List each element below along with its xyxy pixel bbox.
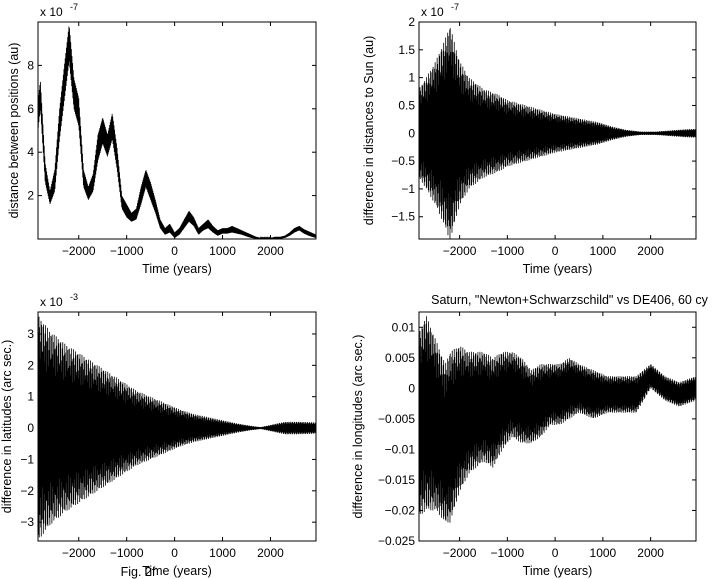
y-axis-label: difference in longitudes (arc sec.) xyxy=(351,335,365,519)
y-exponent-label: x 10 xyxy=(40,5,63,19)
panel-difference-distances-to-sun: −2000 −1000 0 1000 2000 −1.5 −1 −0.5 0 0.5 1 1.5 2 Ti… xyxy=(362,2,697,276)
y-tick-label: −2 xyxy=(20,484,34,498)
y-exponent-label: x 10 xyxy=(421,5,444,19)
y-tick-label: −0.5 xyxy=(391,154,415,168)
x-tick-label: 0 xyxy=(552,244,559,258)
y-axis-label: difference in distances to Sun (au) xyxy=(362,36,376,225)
y-tick-label: 6 xyxy=(27,102,34,116)
y-tick-label: 2 xyxy=(27,358,34,372)
y-tick-label: 0 xyxy=(408,126,415,140)
x-tick-label: 2000 xyxy=(637,546,664,560)
series-line-0 xyxy=(38,26,316,239)
x-tick-label: −2000 xyxy=(62,546,96,560)
y-tick-label: 8 xyxy=(27,58,34,72)
plot-frame xyxy=(37,21,317,240)
y-tick-label: 0 xyxy=(408,381,415,395)
x-tick-label: −1000 xyxy=(110,546,144,560)
x-axis-label: Time (years) xyxy=(142,262,212,276)
y-tick-label: 0.005 xyxy=(385,351,415,365)
x-axis-label: Time (years) xyxy=(523,564,593,578)
x-tick-label: 0 xyxy=(171,244,178,258)
x-axis-label: Time (years) xyxy=(142,564,212,578)
y-tick-label: 2 xyxy=(408,15,415,29)
y-tick-label: −1 xyxy=(401,182,415,196)
plot-frame xyxy=(37,311,317,542)
y-exponent-power: -3 xyxy=(70,292,78,302)
y-tick-label: 0.01 xyxy=(392,320,416,334)
y-tick-label: 3 xyxy=(27,327,34,341)
panel-difference-longitudes: −2000 −1000 0 1000 2000 −0.025 −0.02 −0.015 −0.0… xyxy=(351,293,709,578)
y-tick-label: −0.015 xyxy=(378,473,415,487)
y-tick-label: −1 xyxy=(20,452,34,466)
x-tick-label: −2000 xyxy=(443,244,477,258)
figure-caption: Fig. 2f xyxy=(121,565,156,579)
panel-difference-latitudes: −2000 −1000 0 1000 2000 −3 −2 −1 0 1 2 3 Time (years… xyxy=(0,292,317,578)
y-tick-label: 2 xyxy=(27,189,34,203)
plot-frame xyxy=(418,21,697,240)
x-tick-label: 2000 xyxy=(257,244,284,258)
x-tick-label: 0 xyxy=(171,546,178,560)
x-tick-label: −2000 xyxy=(443,546,477,560)
chart-title: Saturn, "Newton+Schwarzschild" vs DE406,… xyxy=(431,293,708,307)
plot-frame xyxy=(418,311,697,542)
x-tick-label: −1000 xyxy=(491,546,525,560)
x-tick-label: 2000 xyxy=(637,244,664,258)
y-tick-label: −0.02 xyxy=(385,503,416,517)
y-axis-label: distance between positions (au) xyxy=(7,43,21,219)
panel-distance-between-positions: −2000 −1000 0 1000 2000 2 4 6 8 Time (years) dista… xyxy=(7,2,317,276)
y-tick-label: −1.5 xyxy=(391,210,415,224)
x-tick-label: 2000 xyxy=(257,546,284,560)
x-axis-label: Time (years) xyxy=(523,262,593,276)
y-tick-label: −0.01 xyxy=(385,442,416,456)
x-tick-label: −2000 xyxy=(62,244,96,258)
x-tick-label: −1000 xyxy=(110,244,144,258)
y-exponent-label: x 10 xyxy=(40,295,63,309)
y-tick-label: 1 xyxy=(27,390,34,404)
x-tick-label: −1000 xyxy=(491,244,525,258)
y-tick-label: 0.5 xyxy=(398,98,415,112)
y-tick-label: 1 xyxy=(408,71,415,85)
y-tick-label: −3 xyxy=(20,515,34,529)
y-tick-label: −0.025 xyxy=(378,534,415,548)
y-tick-label: 1.5 xyxy=(398,43,415,57)
series-line-0 xyxy=(419,28,696,239)
series-line-0 xyxy=(38,316,316,538)
y-tick-label: 0 xyxy=(27,421,34,435)
y-exponent-power: -7 xyxy=(70,2,78,12)
x-tick-label: 1000 xyxy=(209,244,236,258)
y-exponent-power: -7 xyxy=(451,2,459,12)
series-line-0 xyxy=(419,316,696,523)
x-tick-label: 1000 xyxy=(590,244,617,258)
y-tick-label: 4 xyxy=(27,145,34,159)
y-tick-label: −0.005 xyxy=(378,412,415,426)
y-axis-label: difference in latitudes (arc sec.) xyxy=(0,340,14,513)
x-tick-label: 1000 xyxy=(209,546,236,560)
x-tick-label: 0 xyxy=(552,546,559,560)
x-tick-label: 1000 xyxy=(590,546,617,560)
